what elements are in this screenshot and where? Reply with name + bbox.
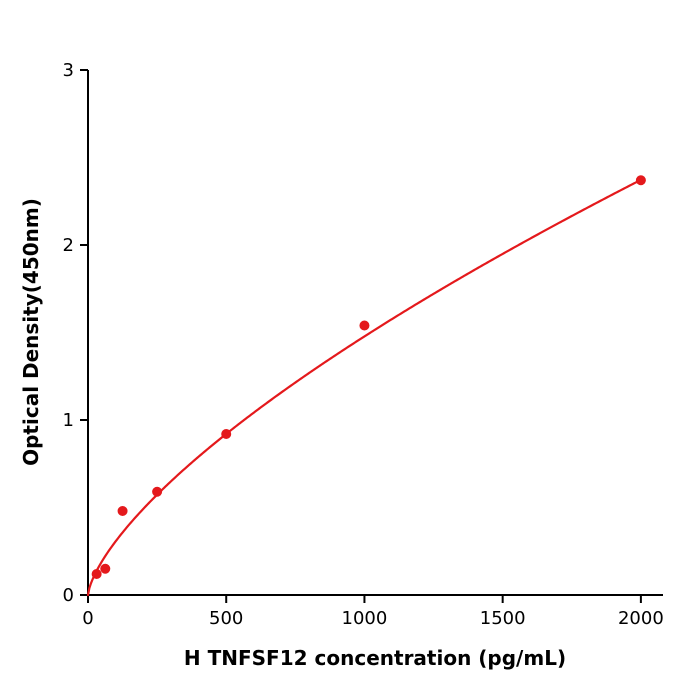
plot-layer bbox=[86, 175, 646, 597]
x-tick-label: 1000 bbox=[342, 608, 388, 629]
axes-layer: 0 500 1000 1500 2000 0 1 2 3 bbox=[63, 60, 664, 629]
data-point bbox=[152, 486, 163, 497]
y-tick-label: 3 bbox=[63, 60, 74, 81]
x-tick-label: 0 bbox=[82, 608, 93, 629]
x-tick-label: 500 bbox=[209, 608, 243, 629]
y-axis-label: Optical Density(450nm) bbox=[19, 198, 43, 466]
fit-curve bbox=[86, 178, 642, 597]
data-point bbox=[117, 506, 128, 516]
y-tick-label: 2 bbox=[63, 235, 74, 256]
data-point bbox=[221, 429, 232, 439]
y-tick-label: 1 bbox=[63, 410, 74, 431]
x-axis-label: H TNFSF12 concentration (pg/mL) bbox=[184, 646, 566, 670]
x-tick-label: 2000 bbox=[618, 608, 664, 629]
y-tick-label: 0 bbox=[63, 585, 74, 606]
data-point bbox=[91, 569, 102, 579]
x-tick-label: 1500 bbox=[480, 608, 526, 629]
data-point bbox=[359, 320, 370, 331]
data-point bbox=[100, 563, 111, 574]
data-point bbox=[635, 175, 646, 186]
